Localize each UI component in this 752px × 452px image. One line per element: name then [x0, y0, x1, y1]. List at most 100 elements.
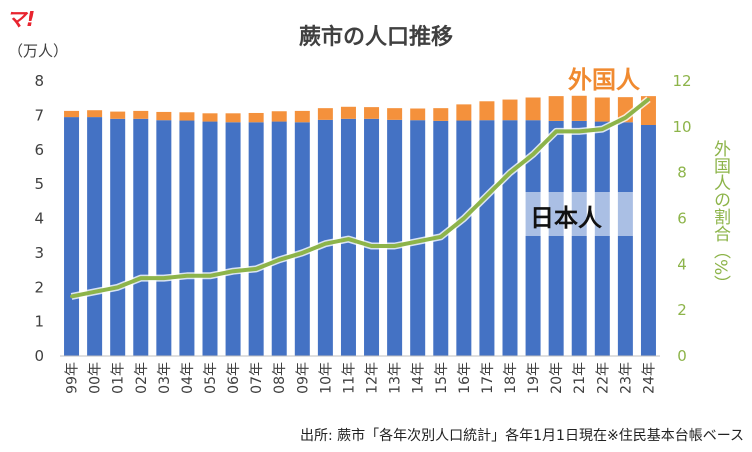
ratio-point-23	[600, 127, 604, 131]
bar-foreign-13	[364, 107, 380, 119]
ratio-point-16	[439, 235, 443, 239]
x-tick-label-25: 24年	[641, 362, 657, 394]
bar-japanese-10	[294, 122, 310, 356]
bar-foreign-4	[156, 111, 172, 121]
bar-foreign-5	[179, 112, 195, 121]
bar-foreign-14	[387, 108, 403, 120]
bar-foreign-18	[479, 101, 495, 121]
ratio-point-8	[254, 267, 258, 271]
ratio-line	[71, 97, 650, 299]
bar-foreign-21	[548, 96, 564, 121]
bar-japanese-14	[387, 119, 403, 356]
bar-japanese-17	[456, 120, 472, 356]
bar-foreign-0	[64, 110, 80, 118]
x-tick-label-21: 20年	[549, 362, 565, 394]
bar-foreign-10	[294, 110, 310, 123]
bar-foreign-8	[248, 112, 264, 123]
bar-japanese-24	[617, 122, 633, 356]
x-tick-label-5: 04年	[180, 362, 196, 394]
bar-japanese-22	[571, 120, 587, 356]
y-right-tick-label-5: 10	[672, 118, 691, 136]
bar-japanese-8	[248, 122, 264, 356]
ratio-point-0	[70, 294, 74, 298]
x-tick-label-16: 15年	[434, 362, 450, 394]
x-tick-label-23: 22年	[595, 362, 611, 394]
y-tick-label-0: 0	[34, 347, 44, 365]
ratio-point-10	[300, 251, 304, 255]
x-tick-label-3: 02年	[134, 362, 150, 394]
ratio-line-layer	[70, 96, 651, 300]
ratio-point-20	[531, 152, 535, 156]
bar-japanese-4	[156, 120, 172, 356]
bar-japanese-1	[87, 117, 103, 356]
bar-foreign-20	[525, 97, 541, 121]
ratio-point-21	[554, 129, 558, 133]
y-right-tick-label-4: 8	[677, 164, 687, 182]
x-tick-label-19: 18年	[503, 362, 519, 394]
chart-title: 蕨市の人口推移	[299, 24, 453, 50]
bar-foreign-1	[87, 110, 103, 118]
bars-layer	[64, 95, 656, 356]
left-axis-ticks: 0 1 2 3 4 5 6 7 8	[34, 72, 44, 365]
bar-japanese-25	[640, 125, 656, 356]
bar-foreign-3	[133, 110, 149, 119]
right-axis-title: 外国人の割合（%）	[710, 140, 731, 292]
bar-japanese-0	[64, 117, 80, 356]
ratio-point-4	[162, 276, 166, 280]
x-tick-label-1: 00年	[88, 362, 104, 394]
bar-japanese-2	[110, 118, 126, 356]
y-tick-label-8: 8	[34, 72, 44, 90]
ratio-point-22	[577, 129, 581, 133]
bar-foreign-19	[502, 99, 518, 121]
x-tick-label-20: 19年	[526, 362, 542, 394]
ratio-point-14	[393, 244, 397, 248]
ratio-point-13	[370, 244, 374, 248]
bar-japanese-20	[525, 120, 541, 356]
y-right-tick-label-0: 0	[677, 347, 687, 365]
ratio-point-9	[277, 258, 281, 262]
bar-foreign-17	[456, 104, 472, 121]
bar-japanese-6	[202, 121, 218, 356]
x-tick-label-18: 17年	[480, 362, 496, 394]
x-tick-label-7: 06年	[226, 362, 242, 394]
x-tick-label-10: 09年	[295, 362, 311, 394]
bar-foreign-15	[410, 108, 426, 121]
logo: マ!	[6, 7, 35, 31]
ratio-point-7	[231, 269, 235, 273]
y-axis-unit-label: （万人）	[8, 42, 68, 60]
y-right-tick-label-3: 6	[677, 210, 687, 228]
x-tick-label-0: 99年	[65, 362, 81, 394]
bar-japanese-21	[548, 120, 564, 356]
bar-japanese-13	[364, 118, 380, 356]
ratio-point-2	[116, 285, 120, 289]
x-tick-label-4: 03年	[157, 362, 173, 394]
y-tick-label-1: 1	[34, 313, 44, 331]
source-note: 出所: 蕨市「各年次別人口統計」各年1月1日現在※住民基本台帳ベース	[300, 427, 744, 444]
x-tick-label-14: 13年	[388, 362, 404, 394]
bar-foreign-6	[202, 113, 218, 122]
x-tick-label-12: 11年	[341, 362, 357, 394]
ratio-point-24	[623, 116, 627, 120]
y-tick-label-4: 4	[34, 210, 44, 228]
y-right-tick-label-6: 12	[672, 72, 691, 90]
x-tick-label-13: 12年	[365, 362, 381, 394]
x-tick-label-8: 07年	[249, 362, 265, 394]
ratio-point-3	[139, 276, 143, 280]
bar-japanese-18	[479, 120, 495, 356]
ratio-point-25	[646, 97, 650, 101]
bar-foreign-9	[271, 111, 287, 122]
bar-foreign-22	[571, 95, 587, 121]
x-tick-label-2: 01年	[111, 362, 127, 394]
ratio-point-15	[416, 239, 420, 243]
ratio-point-6	[208, 274, 212, 278]
ratio-point-12	[346, 237, 350, 241]
y-tick-label-7: 7	[34, 106, 44, 124]
bar-japanese-3	[133, 118, 149, 356]
ratio-point-18	[485, 194, 489, 198]
right-axis-label: 外国人の割合（%）	[710, 140, 731, 292]
bar-japanese-23	[594, 121, 610, 356]
bar-foreign-7	[225, 113, 241, 123]
ratio-point-5	[185, 274, 189, 278]
bar-foreign-2	[110, 111, 126, 119]
bar-japanese-9	[271, 121, 287, 356]
